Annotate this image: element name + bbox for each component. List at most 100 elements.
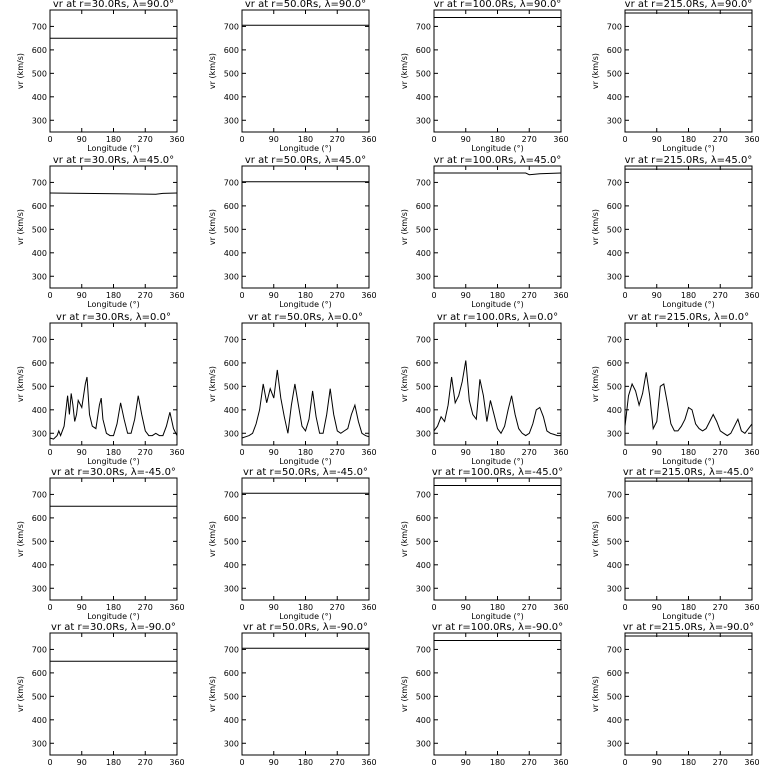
plot-frame <box>433 632 562 756</box>
x-tick-label: 360 <box>361 135 376 144</box>
y-tick-label: 600 <box>416 359 431 368</box>
x-axis-label: Longitude (°) <box>87 300 140 309</box>
y-axis-label: vr (km/s) <box>208 53 217 89</box>
panel-title: vr at r=50.0Rs, λ=-45.0° <box>243 467 368 478</box>
y-tick-label: 700 <box>416 490 431 499</box>
x-tick-label: 360 <box>744 291 759 300</box>
x-tick-label: 270 <box>713 135 728 144</box>
panel-title: vr at r=50.0Rs, λ=0.0° <box>248 312 363 323</box>
x-axis-label: Longitude (°) <box>662 612 715 621</box>
y-axis-label: vr (km/s) <box>591 53 600 89</box>
plot-frame <box>241 632 370 756</box>
plot-frame <box>49 9 178 133</box>
x-tick-label: 270 <box>330 448 345 457</box>
chart-panel: vr at r=50.0Rs, λ=45.0° 0 90 180 270 360 300 40… <box>208 155 377 309</box>
y-tick-label: 400 <box>416 406 431 415</box>
y-tick-label: 300 <box>224 739 239 748</box>
x-tick-label: 90 <box>77 603 87 612</box>
x-tick-label: 270 <box>522 135 537 144</box>
y-tick-label: 400 <box>607 716 622 725</box>
y-tick-label: 500 <box>32 692 47 701</box>
x-tick-label: 180 <box>681 291 696 300</box>
y-tick-label: 500 <box>607 69 622 78</box>
x-tick-label: 0 <box>47 448 52 457</box>
x-tick-label: 360 <box>361 291 376 300</box>
x-tick-label: 360 <box>169 758 184 767</box>
y-tick-label: 600 <box>224 669 239 678</box>
panel-title: vr at r=100.0Rs, λ=-90.0° <box>432 622 563 633</box>
x-tick-label: 360 <box>169 603 184 612</box>
y-tick-label: 600 <box>607 514 622 523</box>
x-tick-label: 270 <box>138 603 153 612</box>
y-tick-label: 400 <box>224 406 239 415</box>
y-tick-label: 700 <box>224 22 239 31</box>
panel-title: vr at r=50.0Rs, λ=90.0° <box>245 0 366 10</box>
y-tick-label: 700 <box>224 178 239 187</box>
x-tick-label: 180 <box>490 603 505 612</box>
chart-panel: vr at r=100.0Rs, λ=-90.0° 0 90 180 270 360 300… <box>400 622 569 768</box>
y-tick-label: 300 <box>607 272 622 281</box>
x-tick-label: 180 <box>681 758 696 767</box>
x-tick-label: 0 <box>239 448 244 457</box>
y-axis-label: vr (km/s) <box>16 521 25 557</box>
chart-panel: vr at r=215.0Rs, λ=-90.0° 0 90 180 270 360 300… <box>591 622 760 768</box>
plot-frame <box>433 477 562 601</box>
y-tick-label: 400 <box>224 93 239 102</box>
y-tick-label: 700 <box>607 490 622 499</box>
x-tick-label: 90 <box>461 603 471 612</box>
x-tick-label: 180 <box>106 135 121 144</box>
plot-frame <box>241 322 370 446</box>
chart-panel: vr at r=30.0Rs, λ=0.0° 0 90 180 270 360 300 400… <box>16 312 185 466</box>
plot-frame <box>49 477 178 601</box>
y-tick-label: 500 <box>416 537 431 546</box>
y-tick-label: 500 <box>607 537 622 546</box>
y-tick-label: 600 <box>32 669 47 678</box>
y-tick-label: 400 <box>607 249 622 258</box>
chart-panel: vr at r=100.0Rs, λ=90.0° 0 90 180 270 360 300 4… <box>400 0 569 153</box>
x-tick-label: 90 <box>77 291 87 300</box>
y-tick-label: 500 <box>607 692 622 701</box>
panel-title: vr at r=30.0Rs, λ=45.0° <box>53 155 174 166</box>
series-line <box>433 360 561 437</box>
y-tick-label: 500 <box>224 225 239 234</box>
x-axis-label: Longitude (°) <box>87 144 140 153</box>
x-tick-label: 90 <box>461 448 471 457</box>
x-tick-label: 0 <box>431 758 436 767</box>
x-tick-label: 90 <box>652 758 662 767</box>
y-tick-label: 400 <box>224 249 239 258</box>
x-axis-label: Longitude (°) <box>662 300 715 309</box>
y-tick-label: 600 <box>32 514 47 523</box>
y-axis-label: vr (km/s) <box>208 521 217 557</box>
y-tick-label: 400 <box>416 716 431 725</box>
x-tick-label: 0 <box>622 448 627 457</box>
panel-title: vr at r=100.0Rs, λ=90.0° <box>434 0 562 10</box>
chart-panel: vr at r=215.0Rs, λ=0.0° 0 90 180 270 360 300 40… <box>591 312 760 466</box>
y-tick-label: 700 <box>607 335 622 344</box>
y-tick-label: 300 <box>416 116 431 125</box>
panel-title: vr at r=215.0Rs, λ=90.0° <box>625 0 753 10</box>
panel-title: vr at r=30.0Rs, λ=-45.0° <box>51 467 176 478</box>
y-tick-label: 500 <box>224 692 239 701</box>
x-tick-label: 90 <box>269 758 279 767</box>
y-tick-label: 500 <box>416 382 431 391</box>
y-tick-label: 500 <box>416 69 431 78</box>
x-tick-label: 180 <box>298 135 313 144</box>
y-tick-label: 600 <box>224 359 239 368</box>
x-tick-label: 270 <box>138 291 153 300</box>
y-tick-label: 300 <box>607 584 622 593</box>
y-tick-label: 400 <box>607 93 622 102</box>
y-tick-label: 600 <box>416 514 431 523</box>
y-tick-label: 700 <box>32 645 47 654</box>
plot-frame <box>241 9 370 133</box>
plot-frame <box>433 165 562 289</box>
y-tick-label: 500 <box>224 69 239 78</box>
x-tick-label: 0 <box>622 758 627 767</box>
y-tick-label: 400 <box>607 561 622 570</box>
y-tick-label: 700 <box>416 335 431 344</box>
panel-title: vr at r=215.0Rs, λ=45.0° <box>625 155 753 166</box>
y-axis-label: vr (km/s) <box>208 676 217 712</box>
y-tick-label: 300 <box>224 429 239 438</box>
series-line <box>624 372 753 437</box>
y-axis-label: vr (km/s) <box>16 53 25 89</box>
y-tick-label: 700 <box>607 22 622 31</box>
